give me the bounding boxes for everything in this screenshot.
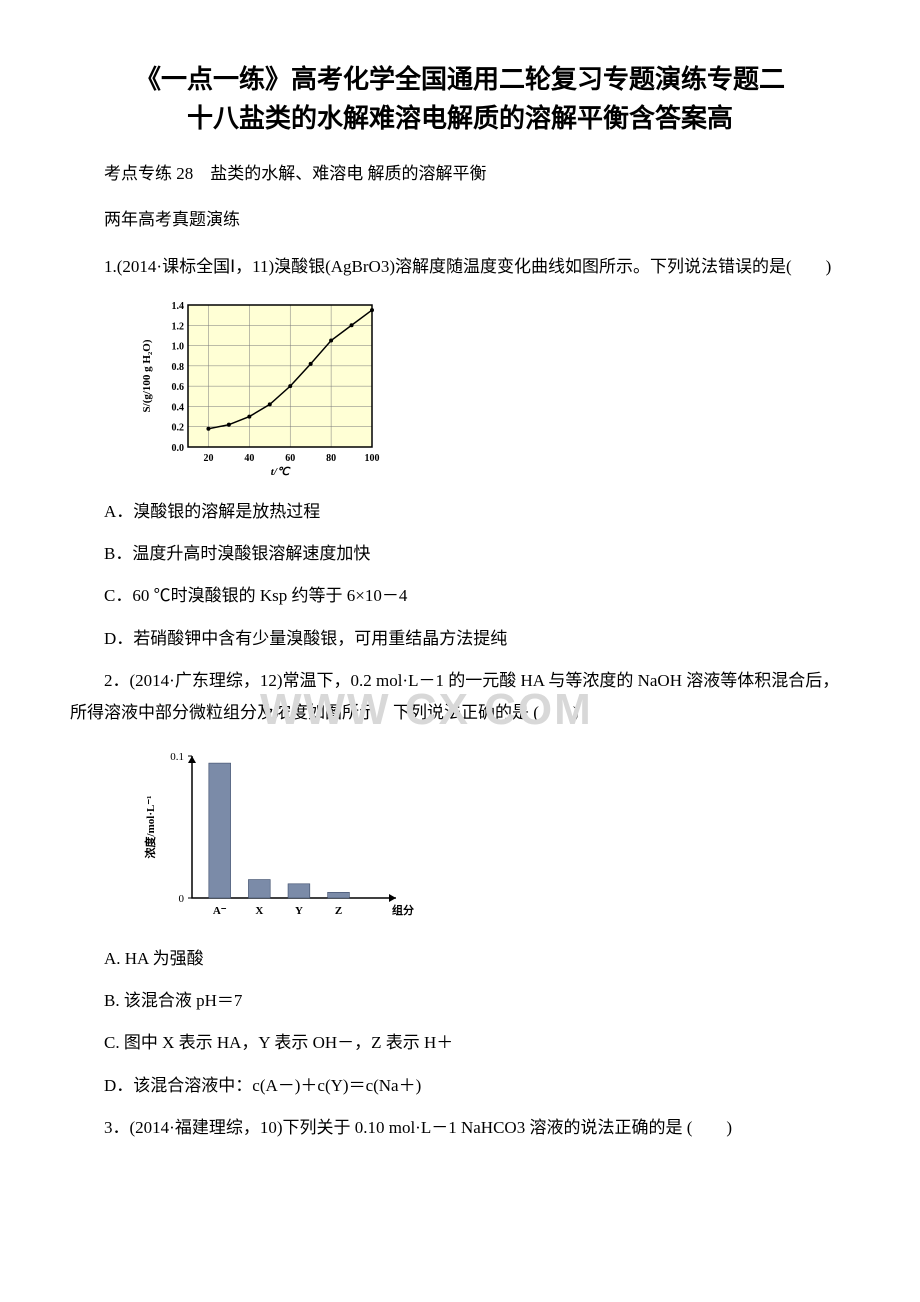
svg-text:X: X — [255, 905, 263, 917]
q1-option-b: B．温度升高时溴酸银溶解速度加快 — [70, 538, 850, 570]
svg-text:20: 20 — [203, 453, 213, 464]
svg-text:1.0: 1.0 — [172, 341, 185, 352]
svg-text:60: 60 — [285, 453, 295, 464]
intro-2: 两年高考真题演练 — [70, 204, 850, 236]
svg-text:S/(g/100 g H₂O): S/(g/100 g H₂O) — [141, 339, 153, 412]
chart-2-container: A⁻ X Y Z 0 0.1 组分 浓度/mol·L⁻¹ — [140, 744, 850, 929]
question-1-text: 1.(2014·课标全国Ⅰ，11)溴酸银(AgBrO3)溶解度随温度变化曲线如图… — [70, 251, 850, 283]
concentration-bar-chart: A⁻ X Y Z 0 0.1 组分 浓度/mol·L⁻¹ — [140, 744, 420, 924]
svg-text:组分: 组分 — [392, 903, 414, 917]
svg-text:0.4: 0.4 — [172, 402, 185, 413]
svg-text:0.2: 0.2 — [172, 423, 185, 434]
q2-option-d: D．该混合溶液中：c(A－)＋c(Y)＝c(Na＋) — [70, 1070, 850, 1102]
svg-text:浓度/mol·L⁻¹: 浓度/mol·L⁻¹ — [143, 795, 157, 858]
svg-text:0.6: 0.6 — [172, 382, 185, 393]
solubility-curve-chart: 20 40 60 80 100 0.0 0.2 0.4 0.6 0.8 1.0 1.2 1.4 t/℃ S/… — [140, 297, 380, 477]
svg-text:t/℃: t/℃ — [271, 466, 291, 477]
question-2-text: 2．(2014·广东理综，12)常温下，0.2 mol·L－1 的一元酸 HA … — [70, 665, 850, 730]
svg-text:0.8: 0.8 — [172, 362, 185, 373]
svg-text:0.0: 0.0 — [172, 443, 185, 454]
svg-text:1.4: 1.4 — [172, 301, 185, 312]
svg-text:Z: Z — [335, 905, 342, 917]
intro-1: 考点专练 28 盐类的水解、难溶电 解质的溶解平衡 — [70, 158, 850, 190]
q2-option-a: A. HA 为强酸 — [70, 943, 850, 975]
svg-text:1.2: 1.2 — [172, 321, 185, 332]
question-3-text: 3．(2014·福建理综，10)下列关于 0.10 mol·L－1 NaHCO3… — [70, 1112, 850, 1144]
q1-option-d: D．若硝酸钾中含有少量溴酸银，可用重结晶方法提纯 — [70, 623, 850, 655]
q2-option-c: C. 图中 X 表示 HA，Y 表示 OH－，Z 表示 H＋ — [70, 1027, 850, 1059]
q2-option-b: B. 该混合液 pH＝7 — [70, 985, 850, 1017]
svg-text:80: 80 — [326, 453, 336, 464]
chart-1-container: 20 40 60 80 100 0.0 0.2 0.4 0.6 0.8 1.0 1.2 1.4 t/℃ S/… — [140, 297, 850, 482]
title-line-2: 十八盐类的水解难溶电解质的溶解平衡含答案高 — [70, 99, 850, 138]
svg-text:A⁻: A⁻ — [213, 905, 227, 917]
title-line-1: 《一点一练》高考化学全国通用二轮复习专题演练专题二 — [70, 60, 850, 99]
svg-text:40: 40 — [244, 453, 254, 464]
q1-option-a: A．溴酸银的溶解是放热过程 — [70, 496, 850, 528]
q1-option-c: C．60 ℃时溴酸银的 Ksp 约等于 6×10－4 — [70, 580, 850, 612]
svg-text:100: 100 — [365, 453, 380, 464]
svg-text:0: 0 — [179, 893, 185, 905]
svg-text:0.1: 0.1 — [170, 751, 184, 763]
svg-text:Y: Y — [295, 905, 303, 917]
